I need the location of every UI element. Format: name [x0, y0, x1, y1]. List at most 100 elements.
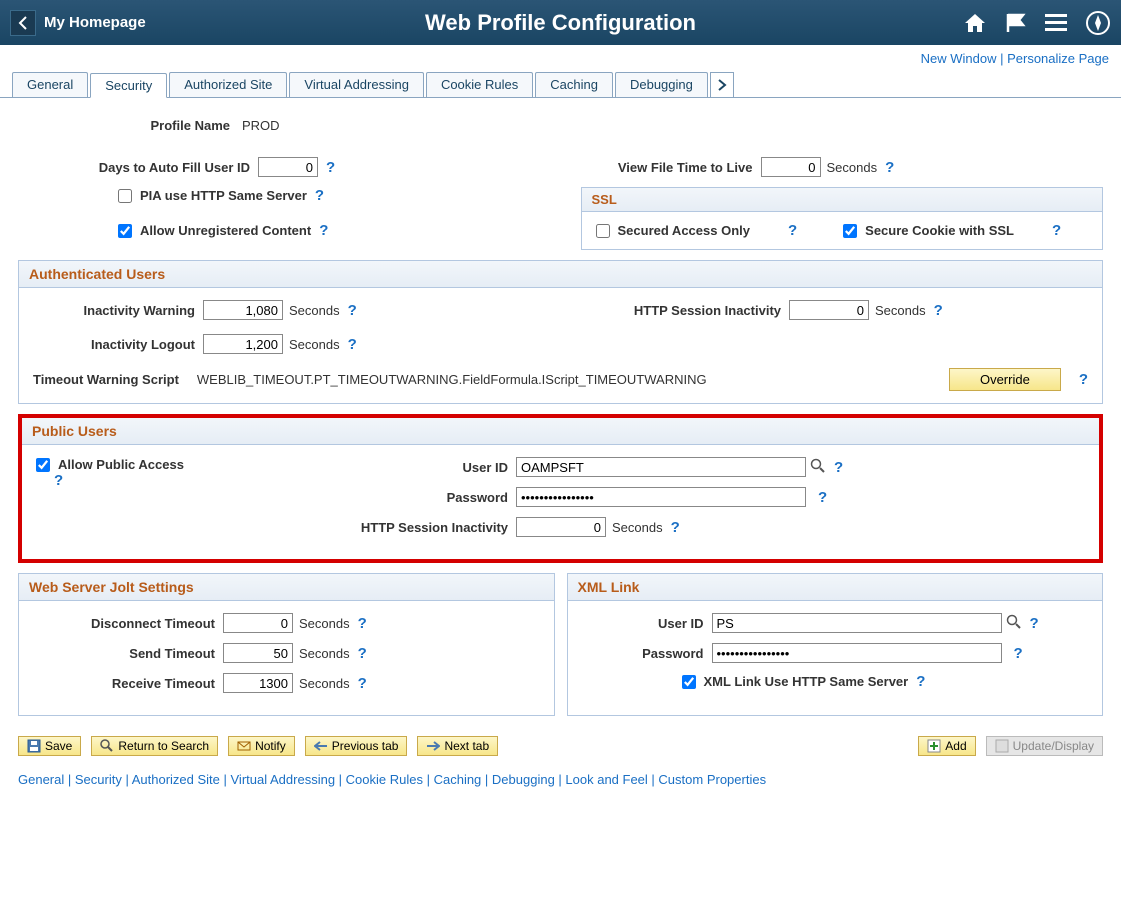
- help-icon[interactable]: ?: [788, 222, 797, 239]
- footer-link-custom-properties[interactable]: Custom Properties: [658, 772, 766, 787]
- days-autofill-input[interactable]: [258, 157, 318, 177]
- flag-icon[interactable]: [1005, 12, 1027, 34]
- http-session-input[interactable]: [789, 300, 869, 320]
- send-label: Send Timeout: [33, 646, 223, 661]
- next-tab-button[interactable]: Next tab: [417, 736, 498, 756]
- allow-unreg-checkbox-label[interactable]: Allow Unregistered Content: [118, 223, 311, 238]
- menu-icon[interactable]: [1045, 14, 1067, 32]
- compass-icon[interactable]: [1085, 10, 1111, 36]
- search-icon: [100, 739, 114, 753]
- xml-http-same-checkbox[interactable]: [682, 675, 696, 689]
- footer-link-authorized-site[interactable]: Authorized Site: [132, 772, 220, 787]
- view-file-ttl-input[interactable]: [761, 157, 821, 177]
- help-icon[interactable]: ?: [348, 302, 357, 319]
- ssl-body: Secured Access Only ? Secure Cookie with…: [582, 212, 1103, 249]
- tab-cookie-rules[interactable]: Cookie Rules: [426, 72, 533, 97]
- seconds-label: Seconds: [827, 160, 878, 175]
- help-icon[interactable]: ?: [358, 645, 367, 662]
- jolt-groupbox: Web Server Jolt Settings Disconnect Time…: [18, 573, 555, 716]
- secured-access-checkbox[interactable]: [596, 224, 610, 238]
- override-button[interactable]: Override: [949, 368, 1061, 391]
- magnifier-icon: [1006, 614, 1022, 630]
- tab-scroll-right[interactable]: [710, 72, 734, 97]
- seconds-label: Seconds: [299, 646, 350, 661]
- back-button[interactable]: [10, 10, 36, 36]
- personalize-link[interactable]: Personalize Page: [1007, 51, 1109, 66]
- help-icon[interactable]: ?: [916, 673, 925, 690]
- header-icons: [963, 10, 1111, 36]
- xml-password-input[interactable]: [712, 643, 1002, 663]
- help-icon[interactable]: ?: [1079, 371, 1088, 388]
- jolt-body: Disconnect Timeout Seconds ? Send Timeou…: [19, 601, 554, 715]
- ssl-groupbox: SSL Secured Access Only ? Secure Cookie …: [581, 187, 1104, 250]
- public-access-row: Allow Public Access ? User ID ?: [36, 457, 1085, 547]
- secured-access-label[interactable]: Secured Access Only: [596, 223, 750, 238]
- disconnect-input[interactable]: [223, 613, 293, 633]
- footer-link-debugging[interactable]: Debugging: [492, 772, 555, 787]
- send-input[interactable]: [223, 643, 293, 663]
- notify-button[interactable]: Notify: [228, 736, 295, 756]
- inactivity-logout-input[interactable]: [203, 334, 283, 354]
- pia-http-checkbox[interactable]: [118, 189, 132, 203]
- footer-link-security[interactable]: Security: [75, 772, 122, 787]
- help-icon[interactable]: ?: [834, 459, 843, 476]
- auth-users-groupbox: Authenticated Users Inactivity Warning S…: [18, 260, 1103, 404]
- help-icon[interactable]: ?: [885, 159, 894, 176]
- xml-http-same-label[interactable]: XML Link Use HTTP Same Server: [682, 674, 909, 689]
- help-icon[interactable]: ?: [54, 472, 63, 489]
- save-button[interactable]: Save: [18, 736, 81, 756]
- new-window-link[interactable]: New Window: [921, 51, 997, 66]
- footer-link-cookie-rules[interactable]: Cookie Rules: [346, 772, 423, 787]
- tab-general[interactable]: General: [12, 72, 88, 97]
- public-userid-input[interactable]: [516, 457, 806, 477]
- tab-debugging[interactable]: Debugging: [615, 72, 708, 97]
- content-area: Profile Name PROD Days to Auto Fill User…: [0, 98, 1121, 726]
- pia-http-checkbox-label[interactable]: PIA use HTTP Same Server: [118, 188, 307, 203]
- xml-userid-label: User ID: [582, 616, 712, 631]
- jolt-title: Web Server Jolt Settings: [19, 574, 554, 601]
- help-icon[interactable]: ?: [1014, 645, 1023, 662]
- footer-link-general[interactable]: General: [18, 772, 64, 787]
- help-icon[interactable]: ?: [326, 159, 335, 176]
- update-icon: [995, 739, 1009, 753]
- help-icon[interactable]: ?: [934, 302, 943, 319]
- help-icon[interactable]: ?: [671, 519, 680, 536]
- receive-input[interactable]: [223, 673, 293, 693]
- help-icon[interactable]: ?: [319, 222, 328, 239]
- inactivity-warning-input[interactable]: [203, 300, 283, 320]
- public-users-highlight: Public Users Allow Public Access ? User …: [18, 414, 1103, 563]
- tab-virtual-addressing[interactable]: Virtual Addressing: [289, 72, 424, 97]
- homepage-label[interactable]: My Homepage: [44, 14, 146, 31]
- secure-cookie-checkbox[interactable]: [843, 224, 857, 238]
- secure-cookie-label[interactable]: Secure Cookie with SSL: [843, 223, 1014, 238]
- footer-links: General | Security | Authorized Site | V…: [0, 766, 1121, 801]
- home-icon[interactable]: [963, 12, 987, 34]
- previous-tab-button[interactable]: Previous tab: [305, 736, 408, 756]
- help-icon[interactable]: ?: [1052, 222, 1061, 239]
- public-userid-row: User ID ?: [386, 457, 1085, 477]
- lookup-icon[interactable]: [810, 458, 826, 477]
- help-icon[interactable]: ?: [1030, 615, 1039, 632]
- allow-public-label[interactable]: Allow Public Access: [36, 457, 386, 472]
- allow-public-checkbox[interactable]: [36, 458, 50, 472]
- tab-security[interactable]: Security: [90, 73, 167, 98]
- return-search-button[interactable]: Return to Search: [91, 736, 218, 756]
- lookup-icon[interactable]: [1006, 614, 1022, 633]
- public-password-input[interactable]: [516, 487, 806, 507]
- footer-link-look-and-feel[interactable]: Look and Feel: [565, 772, 647, 787]
- help-icon[interactable]: ?: [348, 336, 357, 353]
- xml-link-groupbox: XML Link User ID ? Password ?: [567, 573, 1104, 716]
- tab-caching[interactable]: Caching: [535, 72, 613, 97]
- help-icon[interactable]: ?: [315, 187, 324, 204]
- tab-authorized-site[interactable]: Authorized Site: [169, 72, 287, 97]
- seconds-label: Seconds: [299, 616, 350, 631]
- footer-link-caching[interactable]: Caching: [434, 772, 482, 787]
- xml-userid-input[interactable]: [712, 613, 1002, 633]
- help-icon[interactable]: ?: [358, 675, 367, 692]
- help-icon[interactable]: ?: [358, 615, 367, 632]
- help-icon[interactable]: ?: [818, 489, 827, 506]
- add-button[interactable]: Add: [918, 736, 975, 756]
- footer-link-virtual-addressing[interactable]: Virtual Addressing: [231, 772, 336, 787]
- public-http-session-input[interactable]: [516, 517, 606, 537]
- allow-unreg-checkbox[interactable]: [118, 224, 132, 238]
